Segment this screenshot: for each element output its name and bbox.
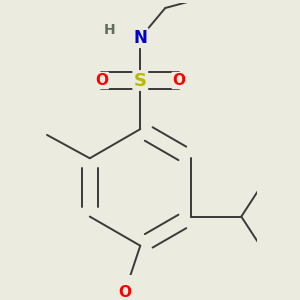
Text: O: O	[95, 73, 108, 88]
Text: H: H	[103, 23, 115, 37]
Text: O: O	[173, 73, 186, 88]
Text: S: S	[134, 71, 147, 89]
Text: N: N	[133, 29, 147, 47]
Text: O: O	[118, 285, 131, 300]
